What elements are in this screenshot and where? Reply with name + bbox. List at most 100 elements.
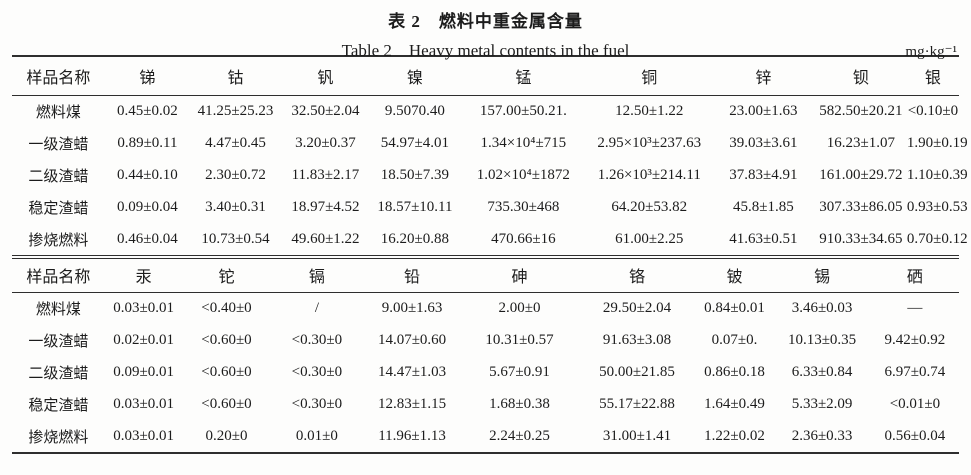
value-cell: 0.70±0.12 (906, 230, 968, 247)
section-divider-rule (12, 255, 959, 259)
row-label: 一级渣蜡 (28, 334, 89, 350)
value-cell: 23.00±1.63 (729, 102, 798, 119)
value-cell: 157.00±50.21. (479, 102, 567, 119)
row-label: 二级渣蜡 (28, 366, 89, 382)
value-cell: 32.50±2.04 (291, 102, 360, 119)
table-row: 掺烧燃料 0.46±0.04 10.73±0.54 49.60±1.22 16.20±0… (12, 223, 968, 255)
table-row: 稳定渣蜡 0.03±0.01 <0.60±0 <0.30±0 12.83±1.15 1.6… (12, 389, 959, 421)
metal-column-header: 钴 (190, 56, 281, 96)
table-row: 燃料煤 0.03±0.01 <0.40±0 / 9.00±1.63 2.00±0 29.50… (12, 293, 959, 325)
value-cell: <0.30±0 (291, 332, 343, 348)
value-cell: 0.01±0 (295, 427, 338, 444)
value-cell: 0.46±0.04 (117, 230, 178, 247)
row-label: 稳定渣蜡 (28, 398, 89, 414)
value-cell: <0.60±0 (201, 332, 252, 348)
table-title-chinese: 表 2 燃料中重金属含量 (388, 12, 583, 31)
metal-column-header: 锡 (773, 258, 871, 293)
value-cell: 18.57±10.11 (377, 198, 453, 215)
value-cell: 0.03±0.01 (113, 396, 174, 412)
row-label: 一级渣蜡 (28, 136, 89, 153)
value-cell: <0.30±0 (291, 364, 343, 380)
value-cell: 12.83±1.15 (377, 396, 447, 412)
value-cell: 2.00±0 (498, 300, 541, 317)
value-cell: <0.60±0 (201, 364, 252, 380)
sample-name-header: 样品名称 (12, 258, 105, 293)
value-cell: 910.33±34.65 (819, 230, 903, 247)
value-cell: 9.5070.40 (384, 102, 445, 119)
value-cell: 0.09±0.04 (117, 198, 178, 215)
value-cell: 0.56±0.04 (884, 427, 946, 444)
value-cell: 3.20±0.37 (295, 134, 356, 151)
value-cell: <0.30±0 (291, 396, 343, 412)
metal-column-header: 铬 (578, 258, 696, 293)
value-cell: 0.02±0.01 (113, 332, 174, 348)
value-cell: 11.83±2.17 (291, 166, 360, 183)
value-cell: 54.97±4.01 (380, 134, 450, 151)
value-cell: 1.90±0.19 (906, 134, 968, 151)
metal-column-header: 锑 (104, 56, 191, 96)
value-cell: 50.00±21.85 (599, 364, 675, 380)
value-cell: — (907, 300, 923, 317)
value-cell: <0.01±0 (889, 396, 941, 412)
table-row: 燃料煤 0.45±0.02 41.25±25.23 32.50±2.04 9.5070.… (12, 95, 959, 127)
value-cell: 9.00±1.63 (381, 300, 443, 317)
value-cell: 0.44±0.10 (117, 166, 178, 183)
value-cell: 91.63±3.08 (602, 332, 672, 348)
metal-column-header: 铜 (586, 56, 712, 96)
value-cell: 16.20±0.88 (380, 230, 450, 247)
heavy-metals-table-lower: 样品名称汞铊镉铅砷铬铍锡硒燃料煤 0.03±0.01 <0.40±0 / 9.00±1.… (12, 258, 959, 454)
row-label: 稳定渣蜡 (28, 200, 89, 217)
row-label: 二级渣蜡 (28, 168, 89, 185)
metal-column-header: 砷 (460, 258, 579, 293)
table-row: 一级渣蜡 0.89±0.11 4.47±0.45 3.20±0.37 54.97±4.0… (12, 127, 968, 159)
row-label: 燃料煤 (35, 104, 81, 121)
table-title-english: Table 2 Heavy metal contents in the fuel (341, 41, 630, 60)
table-row: 二级渣蜡 0.44±0.10 2.30±0.72 11.83±2.17 18.50±7.… (12, 159, 968, 191)
value-cell: 307.33±86.05 (819, 198, 903, 215)
value-cell: 9.42±0.92 (884, 332, 946, 348)
metal-column-header: 镍 (369, 56, 460, 96)
value-cell: 0.89±0.11 (117, 134, 178, 151)
value-cell: 61.00±2.25 (615, 230, 684, 247)
value-cell: 1.10±0.39 (906, 166, 968, 183)
table-row: 二级渣蜡 0.09±0.01 <0.60±0 <0.30±0 14.47±1.03 5.6… (12, 357, 959, 389)
value-cell: 10.13±0.35 (787, 332, 857, 348)
metal-column-header: 锰 (459, 56, 587, 96)
metal-column-header: 银 (906, 56, 959, 96)
value-cell: 2.36±0.33 (791, 427, 853, 444)
value-cell: 2.95×10³±237.63 (597, 134, 702, 151)
value-cell: 0.93±0.53 (906, 198, 968, 215)
value-cell: <0.10±0 (907, 102, 959, 119)
header-row: 样品名称汞铊镉铅砷铬铍锡硒 (12, 258, 959, 293)
value-cell: 2.30±0.72 (205, 166, 266, 183)
value-cell: 0.03±0.01 (113, 427, 174, 444)
value-cell: <0.60±0 (201, 396, 252, 412)
value-cell: 14.07±0.60 (377, 332, 447, 348)
value-cell: 161.00±29.72 (819, 166, 903, 183)
value-cell: 3.46±0.03 (791, 300, 853, 317)
value-cell: / (314, 300, 319, 317)
row-label: 燃料煤 (35, 302, 81, 319)
value-cell: 49.60±1.22 (291, 230, 360, 247)
metal-column-header: 硒 (870, 258, 959, 293)
value-cell: 1.68±0.38 (489, 396, 550, 412)
value-cell: 0.20±0 (205, 427, 248, 444)
value-cell: 470.66±16 (491, 230, 556, 247)
caption-row: Table 2 Heavy metal contents in the fuel… (12, 41, 959, 63)
value-cell: 64.20±53.82 (611, 198, 688, 215)
metal-column-header: 汞 (104, 258, 183, 293)
heavy-metals-table-upper: 样品名称锑钴钒镍锰铜锌钡银燃料煤 0.45±0.02 41.25±25.23 32.5… (12, 55, 968, 255)
value-cell: 1.64±0.49 (704, 396, 765, 412)
value-cell: 55.17±22.88 (599, 396, 675, 412)
metal-column-header: 镉 (270, 258, 364, 293)
value-cell: 582.50±20.21 (819, 102, 903, 119)
value-cell: 735.30±468 (487, 198, 560, 215)
table-row: 一级渣蜡 0.02±0.01 <0.60±0 <0.30±0 14.07±0.60 10.… (12, 325, 959, 357)
header-row: 样品名称锑钴钒镍锰铜锌钡银 (12, 56, 959, 96)
value-cell: 10.31±0.57 (485, 332, 554, 348)
value-cell: 11.96±1.13 (378, 427, 446, 444)
value-cell: 3.40±0.31 (205, 198, 266, 215)
value-cell: 41.63±0.51 (729, 230, 798, 247)
value-cell: 14.47±1.03 (377, 364, 447, 380)
value-cell: 6.97±0.74 (884, 364, 946, 380)
